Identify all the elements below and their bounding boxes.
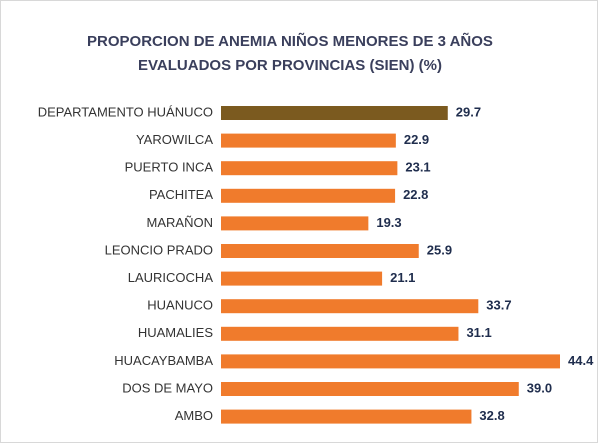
bar [221,161,398,176]
category-label: DEPARTAMENTO HUÁNUCO [38,104,213,119]
value-label: 32.8 [479,408,504,423]
value-label: 44.4 [568,353,594,368]
chart-subtitle: EVALUADOS POR PROVINCIAS (SIEN) (%) [138,57,442,74]
bar [221,133,396,148]
bar [221,382,519,396]
category-label: AMBO [175,408,213,423]
bar [221,299,479,314]
value-label: 21.1 [390,270,415,285]
category-label: LEONCIO PRADO [105,242,213,257]
category-label: YAROWILCA [136,132,213,147]
value-label: 31.1 [466,325,491,340]
bar [221,188,396,203]
value-label: 19.3 [376,215,401,230]
value-label: 39.0 [527,380,552,395]
bar [221,271,383,286]
value-label: 22.8 [403,187,428,202]
bar [221,326,459,341]
value-label: 22.9 [404,132,429,147]
value-label: 25.9 [427,242,452,257]
bar [221,106,448,120]
category-label: LAURICOCHA [128,270,214,285]
bar [221,409,472,424]
value-label: 33.7 [486,298,511,313]
category-label: PACHITEA [149,187,213,202]
bar [221,216,369,231]
category-label: MARAÑON [147,215,213,230]
bar [221,354,560,369]
category-label: HUAMALIES [138,325,213,340]
chart-title: PROPORCION DE ANEMIA NIÑOS MENORES DE 3 … [87,32,493,50]
value-label: 23.1 [405,160,430,175]
category-label: HUANUCO [147,298,213,313]
value-label: 29.7 [456,104,481,119]
category-label: HUACAYBAMBA [114,353,213,368]
category-label: DOS DE MAYO [122,380,213,395]
bar [221,244,419,258]
category-label: PUERTO INCA [125,160,214,175]
